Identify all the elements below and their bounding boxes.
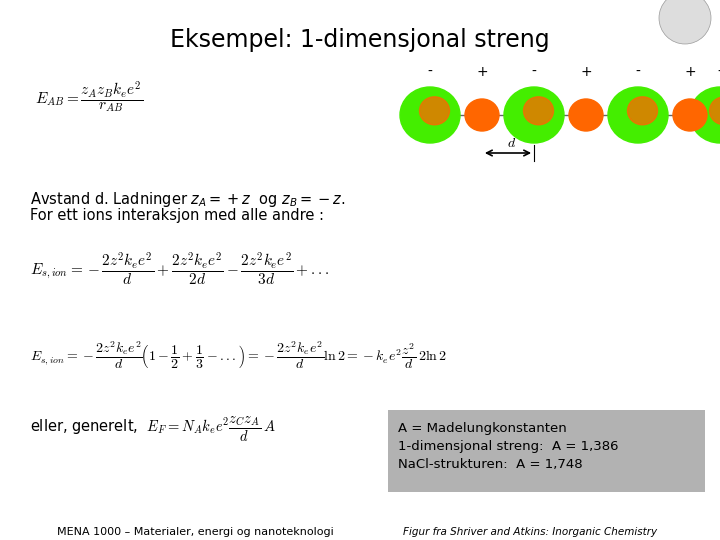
Ellipse shape — [400, 87, 460, 143]
Text: -: - — [636, 65, 640, 79]
Text: +: + — [476, 65, 488, 79]
Text: For ett ions interaksjon med alle andre :: For ett ions interaksjon med alle andre … — [30, 208, 324, 223]
Ellipse shape — [569, 99, 603, 131]
Circle shape — [659, 0, 711, 44]
Ellipse shape — [465, 99, 499, 131]
Text: $E_{s,ion} = -\dfrac{2z^2 k_e e^2}{d} + \dfrac{2z^2 k_e e^2}{2d} - \dfrac{2z^2 k: $E_{s,ion} = -\dfrac{2z^2 k_e e^2}{d} + … — [30, 250, 329, 287]
Ellipse shape — [709, 97, 720, 125]
Ellipse shape — [523, 97, 554, 125]
Text: $d$: $d$ — [508, 136, 516, 150]
Text: $E_{s,ion} = -\dfrac{2z^2 k_e e^2}{d}\!\left(1-\dfrac{1}{2}+\dfrac{1}{3}-...\rig: $E_{s,ion} = -\dfrac{2z^2 k_e e^2}{d}\!\… — [30, 340, 447, 372]
Ellipse shape — [420, 97, 449, 125]
Text: -: - — [531, 65, 536, 79]
Text: $E_{AB} = \dfrac{z_A z_B k_e e^2}{r_{AB}}$: $E_{AB} = \dfrac{z_A z_B k_e e^2}{r_{AB}… — [35, 80, 143, 115]
Text: Avstand d. Ladninger $z_A = +z$  og $z_B = -z$.: Avstand d. Ladninger $z_A = +z$ og $z_B … — [30, 190, 346, 209]
Ellipse shape — [628, 97, 657, 125]
Text: MENA 1000 – Materialer, energi og nanoteknologi: MENA 1000 – Materialer, energi og nanote… — [57, 527, 333, 537]
Text: eller, generelt,  $E_F = N_A k_e e^2 \dfrac{z_C z_A}{d}\, A$: eller, generelt, $E_F = N_A k_e e^2 \dfr… — [30, 415, 276, 444]
Ellipse shape — [504, 87, 564, 143]
Ellipse shape — [673, 99, 707, 131]
Text: Figur fra Shriver and Atkins: Inorganic Chemistry: Figur fra Shriver and Atkins: Inorganic … — [403, 527, 657, 537]
Text: NaCl-strukturen:  A = 1,748: NaCl-strukturen: A = 1,748 — [398, 458, 582, 471]
Text: +: + — [684, 65, 696, 79]
Text: 1-dimensjonal streng:  A = 1,386: 1-dimensjonal streng: A = 1,386 — [398, 440, 618, 453]
Text: A = Madelungkonstanten: A = Madelungkonstanten — [398, 422, 567, 435]
Text: -: - — [718, 65, 720, 79]
Ellipse shape — [608, 87, 668, 143]
Ellipse shape — [690, 87, 720, 143]
Text: Eksempel: 1-dimensjonal streng: Eksempel: 1-dimensjonal streng — [170, 28, 550, 52]
Text: +: + — [580, 65, 592, 79]
Bar — [388, 410, 705, 492]
Text: -: - — [428, 65, 433, 79]
